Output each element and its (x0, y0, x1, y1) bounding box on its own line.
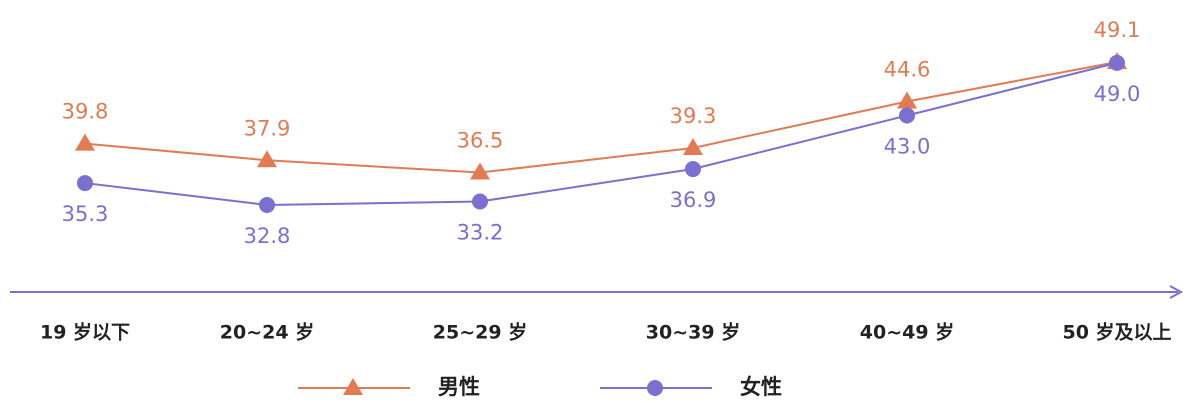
value-label: 37.9 (244, 116, 291, 140)
value-label: 35.3 (62, 202, 109, 226)
circle-marker (1109, 54, 1125, 71)
circle-marker (77, 175, 93, 192)
circle-marker (899, 107, 915, 124)
x-tick-label: 19 岁以下 (40, 321, 130, 344)
triangle-marker (75, 133, 95, 151)
value-label: 32.8 (244, 224, 291, 248)
triangle-marker (683, 137, 703, 155)
x-tick-label: 50 岁及以上 (1062, 321, 1171, 344)
circle-marker (647, 380, 663, 396)
value-label: 49.1 (1094, 18, 1141, 42)
value-label: 39.8 (62, 100, 109, 124)
series-line (84, 61, 1118, 174)
legend-label: 女性 (740, 375, 782, 399)
circle-marker (472, 193, 488, 210)
triangle-marker (257, 150, 277, 168)
value-label: 33.2 (457, 220, 504, 244)
circle-marker (259, 197, 275, 213)
triangle-marker (897, 91, 917, 109)
value-label: 49.0 (1094, 82, 1141, 106)
value-label: 39.3 (670, 104, 717, 128)
x-tick-label: 30~39 岁 (646, 321, 740, 344)
value-label: 36.5 (457, 129, 504, 153)
triangle-marker (470, 162, 490, 180)
value-label: 44.6 (884, 57, 931, 81)
circle-marker (685, 161, 701, 178)
x-tick-label: 25~29 岁 (433, 321, 527, 344)
legend-label: 男性 (438, 375, 480, 399)
x-tick-label: 40~49 岁 (860, 321, 954, 344)
x-axis-arrow (1169, 285, 1184, 299)
value-label: 43.0 (884, 135, 931, 159)
triangle-marker (343, 378, 363, 395)
x-tick-label: 20~24 岁 (220, 321, 314, 344)
series-line (84, 61, 1118, 207)
value-label: 36.9 (670, 188, 717, 212)
